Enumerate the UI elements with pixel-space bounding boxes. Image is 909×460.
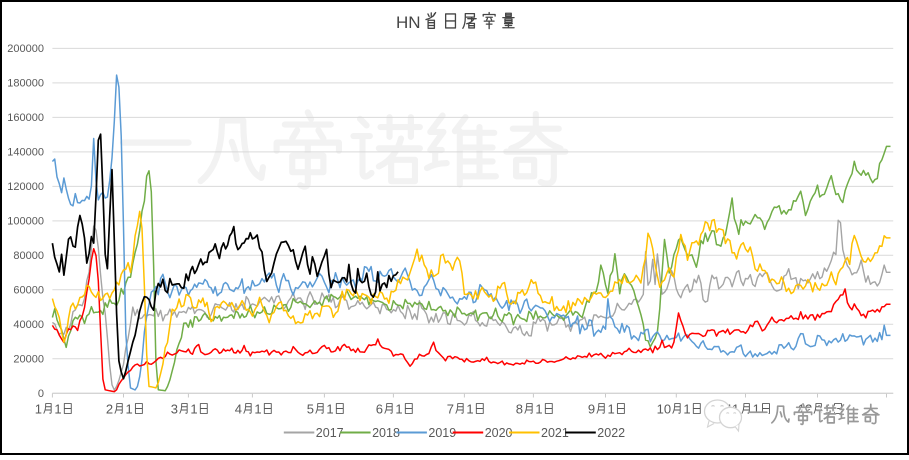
svg-text:1: 1 xyxy=(126,402,133,417)
svg-text:1: 1 xyxy=(395,402,402,417)
svg-text:1: 1 xyxy=(35,402,42,417)
svg-text:2: 2 xyxy=(106,402,113,417)
svg-text:180000: 180000 xyxy=(7,78,44,90)
svg-text:9: 9 xyxy=(588,402,595,417)
svg-text:20000: 20000 xyxy=(13,354,44,366)
svg-text:8: 8 xyxy=(516,402,523,417)
svg-text:1: 1 xyxy=(683,402,690,417)
svg-text:2019: 2019 xyxy=(428,426,456,440)
svg-text:2018: 2018 xyxy=(372,426,400,440)
svg-text:200000: 200000 xyxy=(7,43,44,55)
svg-text:1: 1 xyxy=(535,402,542,417)
svg-text:1: 1 xyxy=(753,402,760,417)
svg-text:1: 1 xyxy=(466,402,473,417)
svg-text:160000: 160000 xyxy=(7,112,44,124)
svg-text:120000: 120000 xyxy=(7,181,44,193)
svg-text:10: 10 xyxy=(657,402,671,417)
svg-text:1: 1 xyxy=(54,402,61,417)
svg-text:1: 1 xyxy=(254,402,261,417)
svg-text:3: 3 xyxy=(171,402,178,417)
svg-text:2021: 2021 xyxy=(541,426,569,440)
svg-text:2020: 2020 xyxy=(485,426,513,440)
svg-text:HN: HN xyxy=(396,13,421,32)
svg-text:140000: 140000 xyxy=(7,147,44,159)
svg-text:1: 1 xyxy=(608,402,615,417)
svg-text:6: 6 xyxy=(376,402,383,417)
svg-text:0: 0 xyxy=(38,388,44,400)
svg-text:4: 4 xyxy=(235,402,242,417)
svg-text:2017: 2017 xyxy=(316,426,344,440)
svg-text:5: 5 xyxy=(307,402,314,417)
svg-text:80000: 80000 xyxy=(13,250,44,262)
svg-text:40000: 40000 xyxy=(13,319,44,331)
svg-text:100000: 100000 xyxy=(7,216,44,228)
svg-text:60000: 60000 xyxy=(13,285,44,297)
svg-text:7: 7 xyxy=(447,402,454,417)
svg-text:1: 1 xyxy=(326,402,333,417)
svg-text:2022: 2022 xyxy=(597,426,625,440)
svg-text:1: 1 xyxy=(190,402,197,417)
